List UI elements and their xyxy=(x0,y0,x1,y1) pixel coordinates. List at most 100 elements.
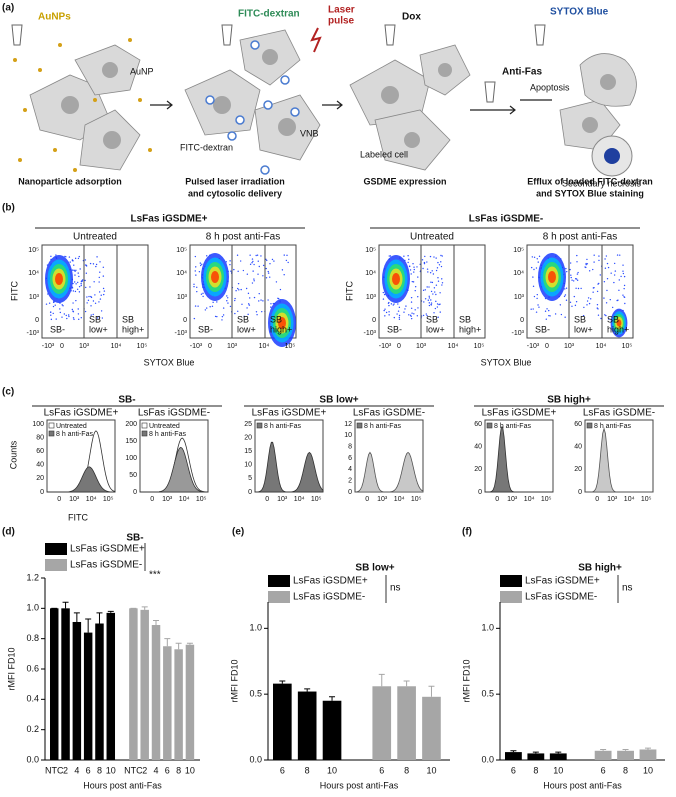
x-tick-label: 10⁴ xyxy=(294,496,305,503)
event-dot xyxy=(85,286,87,289)
event-dot xyxy=(428,295,430,297)
bar xyxy=(140,609,149,760)
event-dot xyxy=(623,287,625,290)
event-dot xyxy=(77,272,79,274)
event-dot xyxy=(63,313,66,315)
event-dot xyxy=(61,316,63,318)
event-dot xyxy=(613,262,616,265)
y-tick-label: 40 xyxy=(474,444,482,451)
y-tick-label: 10⁵ xyxy=(28,247,39,254)
y-tick-label: 10⁵ xyxy=(176,247,187,254)
event-dot xyxy=(285,259,288,262)
y-tick-label: 5 xyxy=(248,475,252,482)
panel-label: (e) xyxy=(232,527,244,538)
x-tick-label: 6 xyxy=(511,765,516,775)
bar xyxy=(617,750,634,760)
x-tick-label: 8 xyxy=(97,765,102,775)
chart-title: SB low+ xyxy=(355,563,394,574)
event-dot xyxy=(433,287,436,289)
event-dot xyxy=(74,274,76,276)
event-dot xyxy=(408,265,411,268)
axis-title: SYTOX Blue xyxy=(481,357,532,367)
legend-swatch xyxy=(141,422,148,429)
legend-label: LsFas iGSDME- xyxy=(70,560,142,571)
event-dot xyxy=(253,278,255,280)
event-dot xyxy=(55,318,57,320)
y-tick-label: 0 xyxy=(35,317,39,324)
event-dot xyxy=(598,255,600,257)
x-tick-label: 10 xyxy=(426,765,436,775)
event-dot xyxy=(428,286,430,288)
event-dot xyxy=(75,283,77,285)
event-dot xyxy=(414,289,416,292)
event-dot xyxy=(86,296,88,298)
x-tick-label: 10⁵ xyxy=(311,496,322,503)
event-dot xyxy=(234,297,236,300)
x-tick-label: 0 xyxy=(57,496,61,503)
event-dot xyxy=(249,254,251,256)
event-dot xyxy=(247,313,249,316)
event-dot xyxy=(622,270,624,272)
event-dot xyxy=(575,287,577,289)
panel-label: (c) xyxy=(2,387,14,398)
event-dot xyxy=(88,295,90,298)
x-tick-label: 10 xyxy=(643,765,653,775)
event-dot xyxy=(71,308,74,311)
x-tick-label: 10⁴ xyxy=(111,343,122,350)
x-tick-label: 10³ xyxy=(564,343,575,350)
event-dot xyxy=(576,261,578,263)
event-dot xyxy=(283,274,285,276)
x-tick-label: 0 xyxy=(265,496,269,503)
x-tick-label: 10³ xyxy=(277,496,288,503)
x-tick-label: 10 xyxy=(553,765,563,775)
event-dot xyxy=(270,306,272,308)
event-dot xyxy=(563,295,566,298)
event-dot xyxy=(200,293,203,295)
event-dot xyxy=(438,264,441,266)
event-dot xyxy=(193,317,196,320)
axis-title: FITC xyxy=(68,512,88,522)
y-tick-label: 12 xyxy=(344,421,352,428)
event-dot xyxy=(227,297,229,299)
event-dot xyxy=(48,302,51,304)
x-tick-label: 10³ xyxy=(227,343,238,350)
y-tick-label: 10³ xyxy=(29,294,40,301)
event-dot xyxy=(559,304,562,306)
panel-label: (d) xyxy=(2,527,15,538)
event-dot xyxy=(533,295,536,298)
error-bar xyxy=(644,747,651,750)
event-dot xyxy=(437,280,440,282)
event-dot xyxy=(438,303,440,306)
reagent: Laser xyxy=(328,5,355,16)
event-dot xyxy=(437,261,439,264)
event-dot xyxy=(382,291,385,294)
y-tick-label: 40 xyxy=(574,444,582,451)
event-dot xyxy=(441,282,444,284)
event-dot xyxy=(613,274,616,276)
event-dot xyxy=(433,256,435,258)
event-dot xyxy=(407,261,409,264)
event-dot xyxy=(249,263,252,266)
y-tick-label: 10³ xyxy=(366,294,377,301)
gate-label: low+ xyxy=(237,324,256,334)
x-tick-label: 10⁵ xyxy=(196,496,207,503)
error-bar xyxy=(403,680,410,687)
significance: ns xyxy=(390,583,401,594)
x-tick-label: NTC xyxy=(124,765,143,775)
event-dot xyxy=(258,292,260,295)
y-tick-label: 10⁴ xyxy=(365,270,376,277)
event-dot xyxy=(240,288,242,291)
event-dot xyxy=(548,314,550,317)
event-dot xyxy=(614,270,617,272)
bar xyxy=(163,646,172,760)
y-tick-label: 60 xyxy=(574,421,582,428)
event-dot xyxy=(78,318,80,321)
x-tick-label: 10⁵ xyxy=(103,496,114,503)
event-dot xyxy=(98,276,100,279)
event-dot xyxy=(430,290,433,293)
event-dot xyxy=(257,260,259,262)
event-dot xyxy=(281,269,284,271)
x-tick-label: 6 xyxy=(601,765,606,775)
x-tick-label: -10³ xyxy=(42,343,55,350)
event-dot xyxy=(89,262,92,265)
